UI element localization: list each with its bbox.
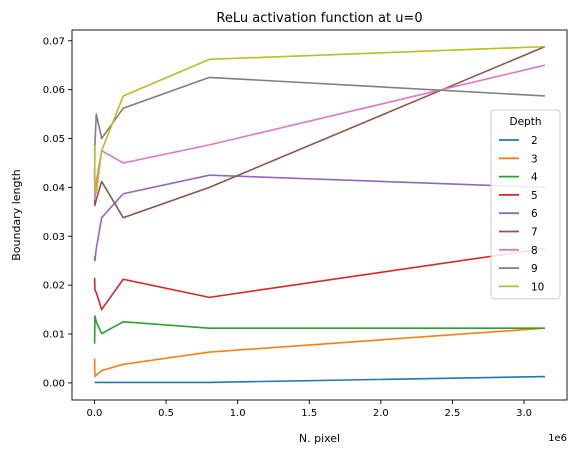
y-tick-label: 0.06 [43,85,65,96]
legend-label-depth-7: 7 [531,227,538,239]
x-tick-label: 0.5 [158,408,174,419]
y-tick-label: 0.05 [43,134,65,145]
legend-label-depth-2: 2 [531,135,538,147]
legend-label-depth-10: 10 [531,281,544,293]
legend-label-depth-5: 5 [531,190,538,202]
series-line-depth-10 [93,45,545,195]
legend: Depth 2 3 4 5 6 7 8 9 10 [490,109,561,300]
series-line-depth-4 [93,315,545,344]
y-tick-label: 0.00 [43,378,65,389]
series-line-depth-7 [93,45,546,219]
y-tick-label: 0.02 [43,281,65,292]
series-line-depth-3 [93,327,545,378]
chart-title: ReLu activation function at u=0 [216,11,422,26]
legend-label-depth-8: 8 [531,245,538,257]
legend-label-depth-9: 9 [531,263,538,275]
legend-label-depth-3: 3 [531,153,538,165]
legend-label-depth-4: 4 [531,172,538,184]
legend-title: Depth [510,116,542,128]
x-tick-label: 1.5 [301,408,317,419]
x-axis-title: N. pixel [299,432,340,445]
x-tick-label: 0.0 [87,408,103,419]
plot-frame [71,29,568,401]
series-layer [93,45,546,384]
y-tick-label: 0.07 [43,36,65,47]
legend-box [490,109,561,300]
series-line-depth-5 [93,247,546,311]
y-tick-label: 0.01 [43,330,65,341]
x-tick-label: 3.0 [516,408,532,419]
y-tick-label: 0.03 [43,232,65,243]
x-tick-label: 2.5 [444,408,460,419]
x-axis-offset-label: 1e6 [548,433,567,444]
axes-layer: 0.0 0.5 1.0 1.5 2.0 2.5 3.0 0.00 0.01 0.02 0.03 0.0… [43,29,568,419]
x-tick-label: 2.0 [373,408,389,419]
x-tick-label: 1.0 [230,408,246,419]
y-axis-title: Boundary length [10,169,23,261]
series-line-depth-6 [93,174,545,262]
legend-label-depth-6: 6 [531,208,538,220]
y-tick-label: 0.04 [43,183,65,194]
series-line-depth-2 [94,375,545,384]
